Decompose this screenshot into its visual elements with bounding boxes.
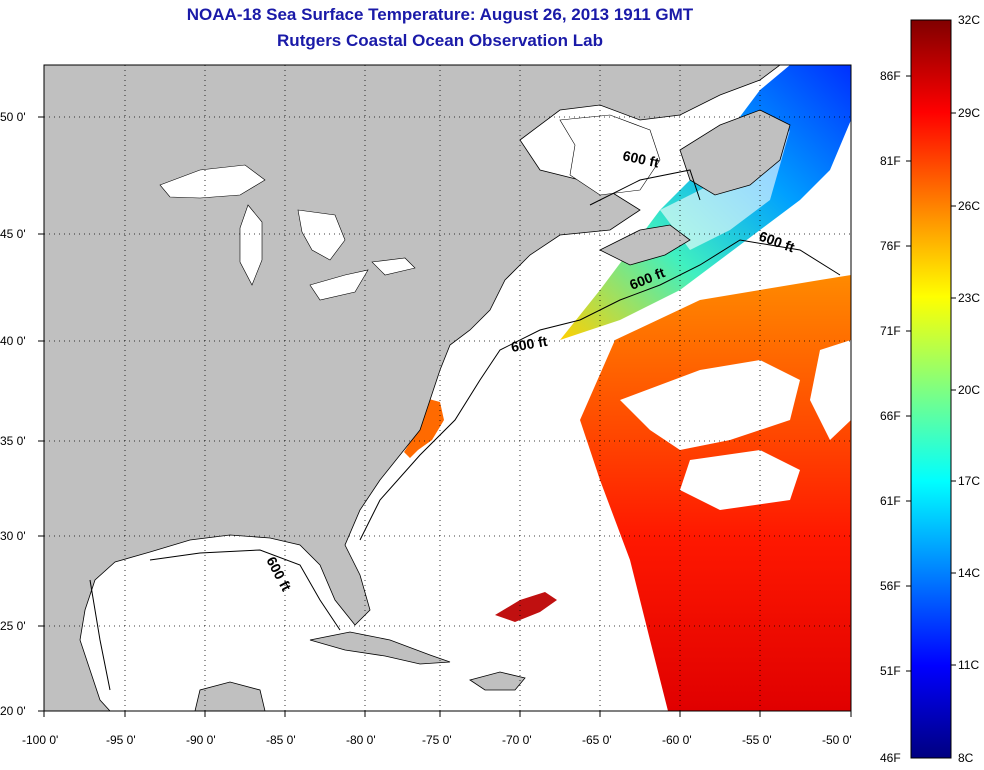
celsius-label: 8C: [958, 751, 974, 765]
celsius-label: 23C: [958, 291, 980, 305]
lat-label: 40 0': [0, 334, 26, 348]
latitude-labels: 50 0' 45 0' 40 0' 35 0' 30 0' 25 0' 20 0…: [0, 110, 26, 718]
contour-label: 600 ft: [510, 333, 549, 355]
longitude-labels: -100 0' -95 0' -90 0' -85 0' -80 0' -75 …: [22, 733, 852, 747]
celsius-label: 20C: [958, 383, 980, 397]
lon-label: -60 0': [662, 733, 692, 747]
colorbar-ticks: [906, 75, 956, 672]
lake-michigan: [239, 204, 263, 286]
map-frame: [43, 64, 852, 712]
fahrenheit-label: 56F: [880, 579, 901, 593]
map-title: NOAA-18 Sea Surface Temperature: August …: [186, 5, 694, 24]
lon-label: -80 0': [346, 733, 376, 747]
lat-label: 30 0': [0, 529, 26, 543]
contour-label: 600 ft: [621, 147, 660, 170]
contour-600ft: [89, 169, 841, 691]
fahrenheit-label: 61F: [880, 494, 901, 508]
cloud-gap: [620, 360, 800, 450]
cloud-gap: [810, 340, 851, 440]
land-yucatan: [194, 681, 266, 711]
celsius-label: 32C: [958, 13, 980, 27]
fahrenheit-label: 46F: [880, 751, 901, 765]
lon-label: -50 0': [822, 733, 852, 747]
lon-label: -95 0': [106, 733, 136, 747]
fahrenheit-label: 71F: [880, 324, 901, 338]
land-nova-scotia: [599, 224, 691, 266]
lat-label: 20 0': [0, 704, 26, 718]
sst-patch-hatteras: [404, 398, 444, 458]
lake-erie: [309, 269, 369, 301]
lat-label: 25 0': [0, 619, 26, 633]
lat-label: 45 0': [0, 227, 26, 241]
fahrenheit-label: 51F: [880, 664, 901, 678]
celsius-label: 17C: [958, 474, 980, 488]
lon-label: -90 0': [186, 733, 216, 747]
gulf-st-lawrence: [559, 114, 661, 196]
land-cuba: [309, 631, 451, 665]
fahrenheit-label: 81F: [880, 154, 901, 168]
lake-ontario: [371, 257, 416, 276]
lon-label: -75 0': [422, 733, 452, 747]
lat-label: 35 0': [0, 434, 26, 448]
lake-superior: [159, 164, 266, 199]
colorbar-fahrenheit-labels: 86F 81F 76F 71F 66F 61F 56F 51F 46F: [880, 69, 901, 765]
celsius-label: 14C: [958, 566, 980, 580]
land-newfoundland: [679, 109, 791, 196]
land-hispaniola: [469, 671, 526, 691]
colorbar-celsius-labels: 32C 29C 26C 23C 20C 17C 14C 11C 8C: [958, 13, 980, 765]
land-north-america: [44, 65, 781, 711]
lon-label: -65 0': [582, 733, 612, 747]
celsius-label: 29C: [958, 106, 980, 120]
axis-ticks: [38, 116, 852, 717]
fahrenheit-label: 76F: [880, 239, 901, 253]
lon-label: -55 0': [742, 733, 772, 747]
fahrenheit-label: 86F: [880, 69, 901, 83]
colorbar: [910, 19, 952, 759]
cloud-gap: [680, 450, 800, 510]
lon-label: -100 0': [22, 733, 58, 747]
celsius-label: 26C: [958, 199, 980, 213]
celsius-label: 11C: [958, 658, 979, 672]
lake-huron: [297, 209, 346, 261]
lon-label: -85 0': [266, 733, 296, 747]
fahrenheit-label: 66F: [880, 409, 901, 423]
map-subtitle: Rutgers Coastal Ocean Observation Lab: [277, 31, 603, 50]
sst-patch-bahamas: [495, 592, 557, 622]
lon-label: -70 0': [502, 733, 532, 747]
lat-label: 50 0': [0, 110, 26, 124]
